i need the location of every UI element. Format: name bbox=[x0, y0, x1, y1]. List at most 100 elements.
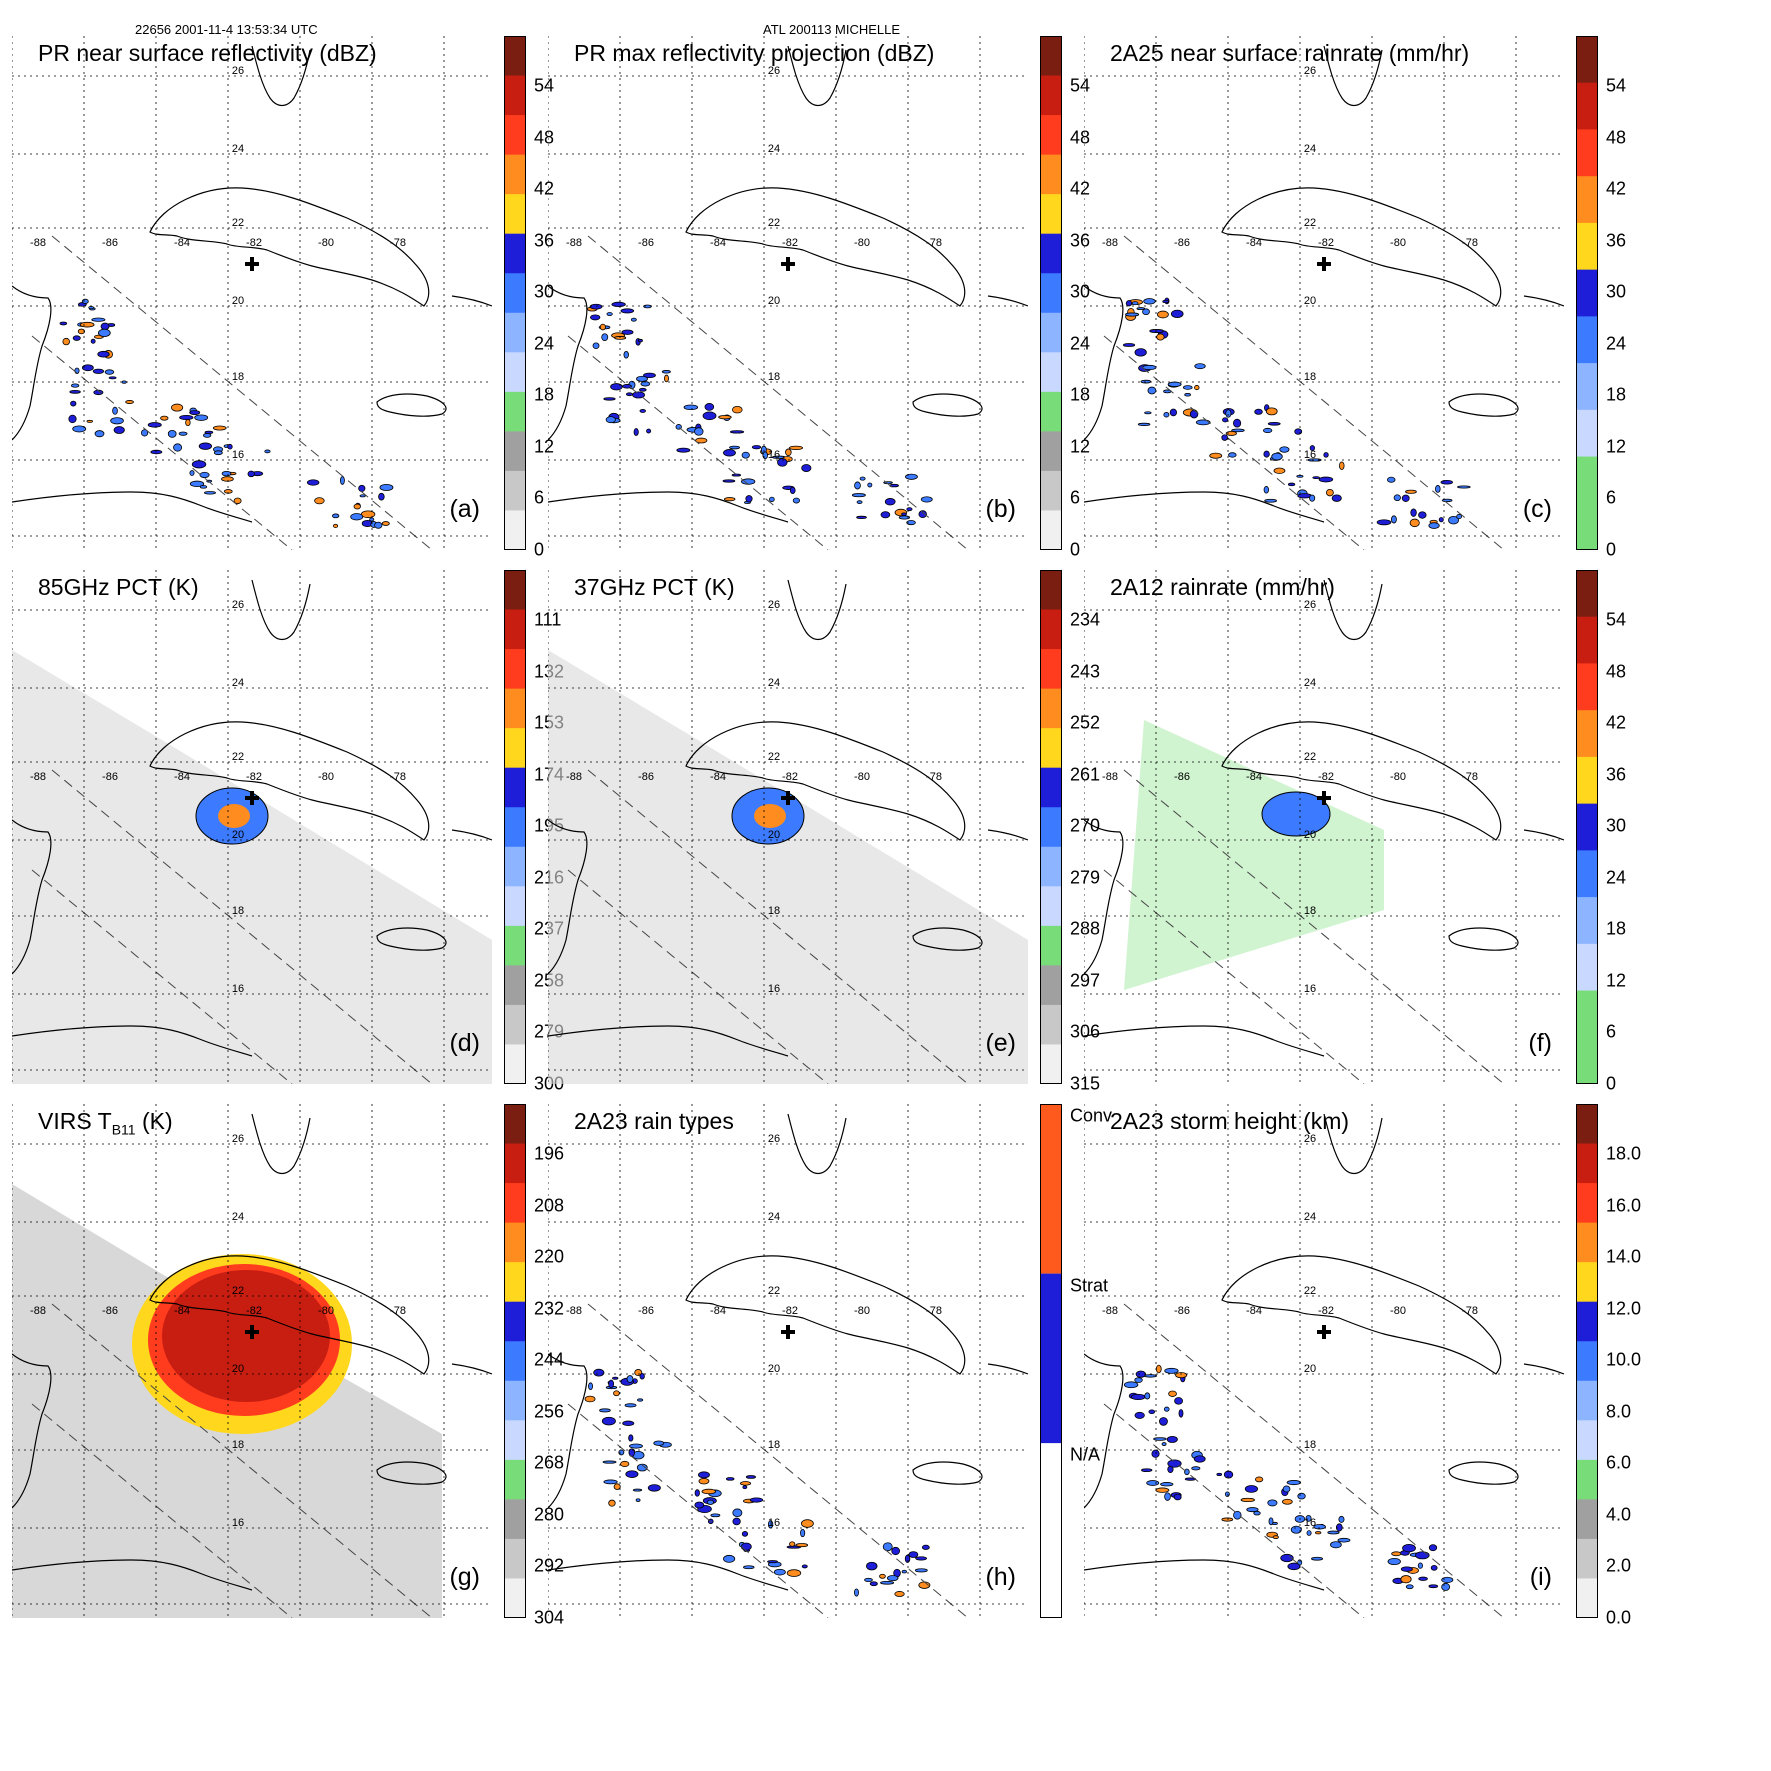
lon-label: -84 bbox=[174, 237, 190, 249]
colorbar-tick: 18 bbox=[1606, 384, 1627, 405]
colorbar bbox=[1040, 1104, 1062, 1618]
lat-label: 20 bbox=[1304, 1363, 1316, 1375]
lon-label: -84 bbox=[1246, 1305, 1262, 1317]
colorbar-tick: 270 bbox=[1070, 815, 1101, 836]
panel-h: -88 -86 -84 -82 -80 -78 26 24 22 20 18 16 2A23 rain … bbox=[548, 1104, 1112, 1618]
colorbar-tick: 252 bbox=[1070, 712, 1101, 733]
colorbar-tick: 24 bbox=[534, 333, 555, 354]
colorbar-swatch bbox=[504, 1004, 526, 1045]
colorbar-swatch bbox=[1576, 1262, 1598, 1303]
colorbar-swatch bbox=[1040, 965, 1062, 1006]
colorbar-swatch bbox=[1576, 363, 1598, 411]
colorbar-swatch bbox=[1576, 1499, 1598, 1540]
colorbar-tick: Strat bbox=[1070, 1275, 1109, 1296]
colorbar-swatch bbox=[504, 312, 526, 353]
swath-edge-north bbox=[587, 1303, 969, 1618]
coastline bbox=[787, 1113, 847, 1175]
coastline bbox=[548, 819, 588, 975]
lon-label: -82 bbox=[1318, 1305, 1334, 1317]
colorbar-tick: 48 bbox=[1070, 127, 1091, 148]
colorbar-swatch bbox=[504, 1143, 526, 1184]
colorbar bbox=[504, 36, 526, 551]
coastline bbox=[12, 819, 52, 975]
colorbar-tick: 54 bbox=[1606, 75, 1627, 96]
colorbar-swatch bbox=[504, 807, 526, 848]
storm-center-icon bbox=[1317, 257, 1331, 271]
colorbar-swatch bbox=[1576, 1222, 1598, 1263]
panel-title: 85GHz PCT (K) bbox=[38, 574, 199, 600]
colorbar-swatch bbox=[1040, 154, 1062, 195]
coastline bbox=[912, 927, 983, 951]
lat-label: 18 bbox=[1304, 905, 1316, 917]
coastline bbox=[149, 1255, 430, 1375]
swath-edge-north bbox=[51, 1303, 433, 1618]
colorbar-swatch bbox=[1576, 1301, 1598, 1342]
map-c: -88 -86 -84 -82 -80 -78 26 24 22 20 18 16 bbox=[1084, 36, 1564, 550]
map-g: -88 -86 -84 -82 -80 -78 26 24 22 20 18 16 bbox=[12, 1104, 492, 1618]
storm-center-icon bbox=[245, 791, 259, 805]
colorbar-swatch bbox=[1040, 510, 1062, 551]
lat-label: 26 bbox=[1304, 599, 1316, 611]
lat-label: 16 bbox=[768, 449, 780, 461]
colorbar-tick: 14.0 bbox=[1606, 1246, 1642, 1267]
colorbar-swatch bbox=[1040, 1004, 1062, 1045]
lat-label: 18 bbox=[768, 905, 780, 917]
colorbar-tick: 297 bbox=[1070, 970, 1101, 991]
colorbar-tick: 288 bbox=[1070, 918, 1101, 939]
lat-label: 24 bbox=[1304, 677, 1316, 689]
colorbar-tick: 12 bbox=[1606, 970, 1627, 991]
colorbar-tick: 18.0 bbox=[1606, 1143, 1642, 1164]
colorbar-swatch bbox=[504, 767, 526, 808]
lon-label: -86 bbox=[638, 1305, 654, 1317]
panel-label: (g) bbox=[449, 1563, 480, 1591]
colorbar-tick: 220 bbox=[534, 1246, 565, 1267]
colorbar-swatch bbox=[504, 609, 526, 650]
swath-edge-north bbox=[587, 769, 969, 1084]
colorbar-swatch bbox=[1040, 312, 1062, 353]
panel-title: VIRS TB11 (K) bbox=[38, 1108, 173, 1138]
colorbar-tick: 243 bbox=[1070, 661, 1101, 682]
colorbar-tick: 0 bbox=[534, 539, 545, 560]
lon-label: -82 bbox=[782, 771, 798, 783]
colorbar-tick: 6 bbox=[1606, 1021, 1617, 1042]
colorbar-swatch bbox=[504, 649, 526, 690]
colorbar-tick: 12 bbox=[534, 436, 555, 457]
coastline bbox=[376, 927, 447, 951]
coastline bbox=[12, 491, 253, 523]
lat-label: 16 bbox=[232, 449, 244, 461]
coastline bbox=[149, 721, 430, 841]
lon-label: -88 bbox=[1102, 771, 1118, 783]
lat-label: 24 bbox=[232, 677, 244, 689]
colorbar bbox=[504, 570, 526, 1085]
panel-label: (d) bbox=[449, 1029, 480, 1057]
colorbar-tick: 0 bbox=[1606, 539, 1617, 560]
colorbar-swatch bbox=[504, 194, 526, 235]
lon-label: -78 bbox=[390, 1305, 406, 1317]
coastline bbox=[376, 393, 447, 417]
lon-label: -88 bbox=[566, 237, 582, 249]
colorbar-swatch bbox=[1576, 1380, 1598, 1421]
colorbar-swatch bbox=[1040, 649, 1062, 690]
coastline bbox=[1221, 1255, 1502, 1375]
lon-label: -80 bbox=[1390, 237, 1406, 249]
coastline bbox=[1084, 285, 1124, 441]
swath-edge-south bbox=[31, 335, 293, 550]
panel-label: (b) bbox=[985, 495, 1016, 523]
colorbar-swatch bbox=[1040, 391, 1062, 432]
lat-label: 18 bbox=[1304, 371, 1316, 383]
colorbar-swatch bbox=[1040, 352, 1062, 393]
panel-title: 37GHz PCT (K) bbox=[574, 574, 735, 600]
lat-label: 16 bbox=[768, 983, 780, 995]
panel-d: -88 -86 -84 -82 -80 -78 26 24 22 20 18 16 85GHz PCT … bbox=[12, 570, 564, 1094]
coastline bbox=[12, 1559, 253, 1591]
colorbar-tick: 6 bbox=[1070, 487, 1081, 508]
colorbar-tick: 196 bbox=[534, 1143, 565, 1164]
colorbar-swatch bbox=[1040, 431, 1062, 472]
colorbar-swatch bbox=[1576, 897, 1598, 945]
lat-label: 22 bbox=[232, 1285, 244, 1297]
lat-label: 16 bbox=[232, 1517, 244, 1529]
colorbar-swatch bbox=[1040, 846, 1062, 887]
lat-label: 16 bbox=[1304, 983, 1316, 995]
coastline bbox=[1084, 491, 1325, 523]
colorbar-tick: 18 bbox=[534, 384, 555, 405]
